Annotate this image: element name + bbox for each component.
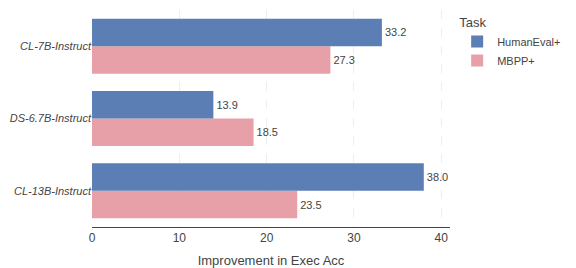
svg-text:MBPP+: MBPP+ xyxy=(497,55,535,67)
svg-text:0: 0 xyxy=(89,231,96,245)
svg-text:DS-6.7B-Instruct: DS-6.7B-Instruct xyxy=(10,112,92,124)
svg-text:CL-7B-Instruct: CL-7B-Instruct xyxy=(20,40,92,52)
svg-text:20: 20 xyxy=(260,231,274,245)
svg-text:HumanEval+: HumanEval+ xyxy=(497,36,560,48)
svg-text:13.9: 13.9 xyxy=(216,99,237,111)
svg-text:Task: Task xyxy=(459,15,486,30)
svg-text:27.3: 27.3 xyxy=(333,54,354,66)
svg-text:40: 40 xyxy=(435,231,449,245)
svg-text:33.2: 33.2 xyxy=(385,26,406,38)
svg-text:23.5: 23.5 xyxy=(300,199,321,211)
svg-text:CL-13B-Instruct: CL-13B-Instruct xyxy=(14,185,92,197)
svg-text:30: 30 xyxy=(347,231,361,245)
svg-text:10: 10 xyxy=(173,231,187,245)
svg-text:Improvement in Exec Acc: Improvement in Exec Acc xyxy=(198,253,345,268)
svg-text:18.5: 18.5 xyxy=(257,126,278,138)
svg-text:38.0: 38.0 xyxy=(427,171,448,183)
